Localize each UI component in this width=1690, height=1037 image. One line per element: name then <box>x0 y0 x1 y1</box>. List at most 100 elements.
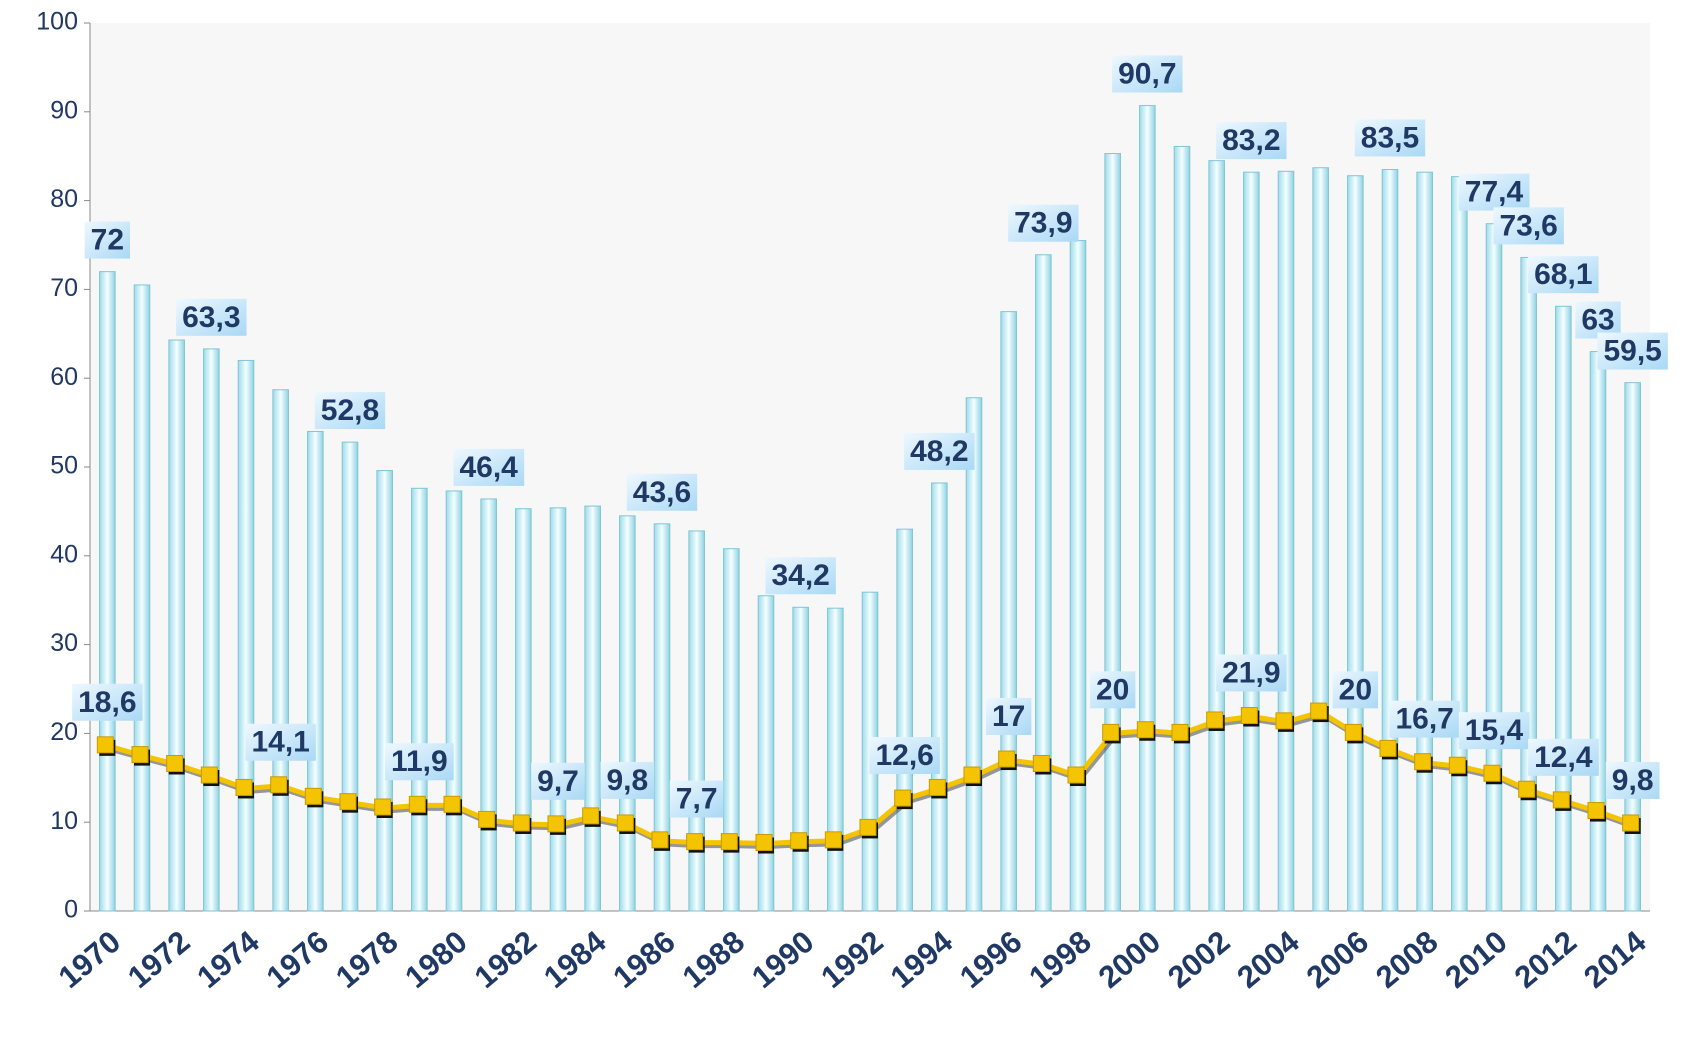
bar <box>1416 171 1433 912</box>
value-label: 48,2 <box>910 435 968 468</box>
bar <box>1208 160 1225 912</box>
marker <box>651 831 669 849</box>
bar <box>653 523 671 912</box>
bar <box>1451 176 1468 912</box>
value-label-group: 21,9 <box>1216 654 1287 692</box>
bar <box>723 548 740 912</box>
marker <box>1067 766 1085 784</box>
value-label-group: 77,4 <box>1458 173 1530 211</box>
value-label: 16,7 <box>1395 703 1453 736</box>
value-label: 18,6 <box>78 686 136 719</box>
value-label-box <box>1216 122 1287 160</box>
value-label-group: 83,2 <box>1216 122 1287 160</box>
marker <box>1102 723 1120 741</box>
value-label: 90,7 <box>1118 58 1176 91</box>
bar <box>1347 175 1364 912</box>
value-label: 14,1 <box>251 726 309 759</box>
value-label-group: 7,7 <box>669 780 724 818</box>
x-tick-label: 1986 <box>606 924 681 995</box>
marker <box>1622 814 1640 832</box>
y-tick-label: 50 <box>50 452 78 480</box>
value-label: 73,9 <box>1014 207 1072 240</box>
value-label: 63 <box>1581 303 1614 336</box>
x-tick-label: 2002 <box>1161 924 1236 995</box>
marker <box>270 776 288 794</box>
value-label-group: 12,4 <box>1528 738 1599 776</box>
marker <box>1483 764 1501 782</box>
y-tick-label: 70 <box>50 274 78 302</box>
value-label-group: 20 <box>1089 671 1136 709</box>
bar <box>965 397 983 912</box>
value-label-group: 73,6 <box>1493 207 1564 245</box>
value-label-box <box>1389 700 1460 738</box>
marker <box>131 746 149 764</box>
value-label-group: 34,2 <box>765 557 836 595</box>
x-tick-label: 1980 <box>398 924 473 995</box>
marker <box>166 754 184 772</box>
y-tick-label: 100 <box>36 8 78 36</box>
marker <box>96 736 114 754</box>
value-label-box <box>314 392 386 430</box>
value-label: 63,3 <box>182 301 240 334</box>
x-tick-label: 2014 <box>1577 923 1653 995</box>
marker <box>478 810 496 828</box>
y-tick-label: 20 <box>50 718 78 746</box>
bar <box>1589 351 1607 912</box>
value-label-box <box>176 298 247 336</box>
bar <box>827 607 844 912</box>
value-label-box <box>1605 761 1660 799</box>
x-tick-label: 1976 <box>260 924 335 995</box>
value-label-box <box>453 448 525 486</box>
bar <box>237 359 255 912</box>
marker <box>304 787 322 805</box>
bar <box>445 490 463 912</box>
value-label-group: 68,1 <box>1528 256 1599 294</box>
value-label: 34,2 <box>771 559 829 592</box>
value-label-box <box>84 221 131 259</box>
bar <box>1069 240 1087 912</box>
value-label-group: 63,3 <box>176 298 247 336</box>
value-label-box <box>1575 301 1621 339</box>
y-tick-label: 60 <box>50 363 78 391</box>
bar <box>1000 311 1017 912</box>
marker <box>755 834 773 852</box>
marker <box>582 807 600 825</box>
bar <box>515 508 532 912</box>
value-label: 68,1 <box>1534 258 1592 291</box>
value-label-group: 14,1 <box>245 723 316 761</box>
marker <box>894 789 912 807</box>
marker <box>1310 702 1328 720</box>
value-label: 59,5 <box>1603 335 1661 368</box>
marker <box>200 766 218 784</box>
value-label-group: 12,6 <box>869 737 940 775</box>
value-label-box <box>904 432 975 470</box>
bar <box>168 339 185 912</box>
value-label-group: 72 <box>84 221 131 259</box>
y-tick-label: 10 <box>50 807 78 835</box>
y-tick-label: 30 <box>50 629 78 657</box>
bar <box>480 498 497 912</box>
value-label: 83,5 <box>1361 121 1419 154</box>
bar <box>688 530 705 912</box>
value-label-box <box>1528 256 1599 294</box>
bar <box>99 271 116 912</box>
value-label: 15,4 <box>1465 714 1524 747</box>
marker <box>1032 754 1050 772</box>
value-label-box <box>1458 173 1530 211</box>
marker <box>859 818 877 836</box>
value-label-box <box>626 473 698 511</box>
value-label-box <box>531 762 585 800</box>
bar <box>411 487 428 912</box>
x-tick-label: 2004 <box>1230 923 1306 995</box>
value-label-box <box>1354 119 1426 157</box>
marker <box>512 814 530 832</box>
x-tick-label: 1984 <box>537 923 613 995</box>
value-label-group: 9,8 <box>600 761 655 799</box>
value-label-box <box>1089 671 1136 709</box>
bar <box>307 430 324 912</box>
marker <box>443 795 461 813</box>
value-label-box <box>1597 332 1668 370</box>
bar <box>1139 105 1156 912</box>
value-label-group: 43,6 <box>626 473 698 511</box>
marker <box>1275 712 1293 730</box>
